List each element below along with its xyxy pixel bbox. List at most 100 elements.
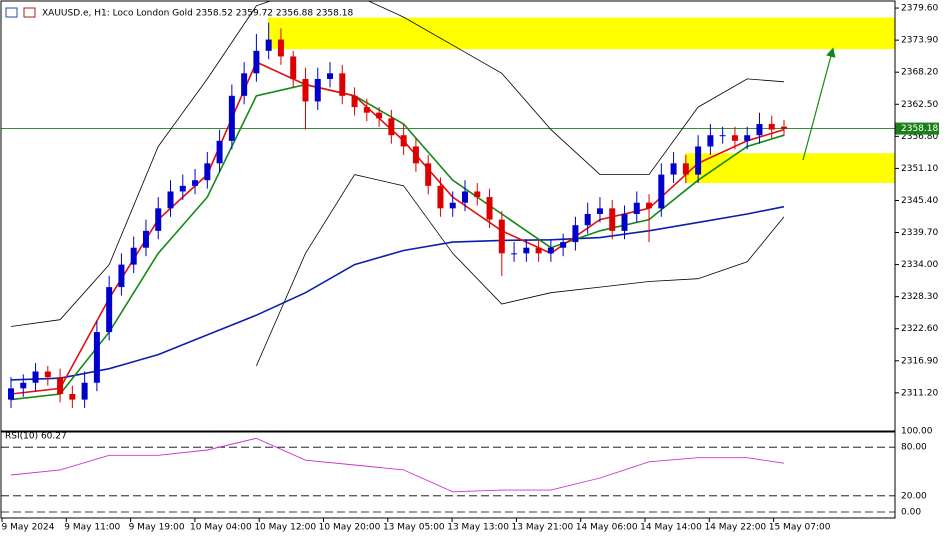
zones <box>268 17 895 184</box>
candle-body <box>351 95 358 108</box>
candle-body <box>695 146 702 175</box>
candle-body <box>719 135 726 137</box>
y-tick-label: 2311.20 <box>901 388 938 398</box>
candle-body <box>241 73 248 96</box>
candle-body <box>69 393 76 400</box>
candle-body <box>523 247 530 254</box>
y-tick-label: 2351.10 <box>901 164 938 174</box>
candle-body <box>130 247 137 265</box>
y-tick-label: 2345.40 <box>901 196 938 206</box>
price-tag <box>895 122 939 135</box>
candle-body <box>682 163 689 175</box>
y-tick-label: 2379.60 <box>901 4 938 14</box>
candle-body <box>376 112 383 119</box>
main-frame <box>0 0 896 432</box>
y-tick-label: 2334.00 <box>901 260 938 270</box>
candle-body <box>118 264 125 288</box>
x-tick-label: 10 May 20:00 <box>319 523 381 533</box>
candle-body <box>388 118 395 136</box>
rsi-line <box>10 437 785 493</box>
candle-body <box>167 191 174 209</box>
rsi-tick-label: 80.00 <box>901 443 927 453</box>
rsi-label: RSI(10) 60.27 <box>5 432 67 442</box>
x-tick-label: 9 May 11:00 <box>64 523 120 533</box>
candle-body <box>609 208 616 231</box>
rsi-panel: 100.00 80.00 20.00 0.00 <box>1 427 933 518</box>
x-tick-label: 9 May 19:00 <box>129 523 185 533</box>
x-tick-label: 13 May 05:00 <box>383 523 445 533</box>
candle-body <box>32 371 39 383</box>
rsi-tick-label: 20.00 <box>901 491 927 501</box>
y-tick-label: 2339.70 <box>901 228 938 238</box>
candle-body <box>596 208 603 214</box>
axis-ticks: 2379.60 2373.90 2368.20 2362.50 2356.80 2351.… <box>1 4 939 533</box>
candle-body <box>498 219 505 254</box>
zone <box>268 17 895 50</box>
candle-body <box>290 56 297 79</box>
candle-body <box>425 163 432 186</box>
candle-body <box>437 185 444 209</box>
candle-body <box>461 191 468 203</box>
x-tick-label: 14 May 14:00 <box>640 523 702 533</box>
candle-body <box>560 242 567 248</box>
candle-body <box>584 213 591 226</box>
candle-body <box>707 135 714 147</box>
rsi-tick-label: 100.00 <box>901 427 933 437</box>
candle-body <box>731 135 738 141</box>
candle-body <box>400 135 407 147</box>
rsi-tick-label: 0.00 <box>901 508 921 518</box>
header: XAUUSD.e, H1: Loco London Gold 2358.52 2… <box>42 9 353 19</box>
x-tick-label: 13 May 21:00 <box>512 523 574 533</box>
indicator-line <box>256 174 785 367</box>
y-tick-label: 2316.90 <box>901 356 938 366</box>
candle-body <box>93 332 100 383</box>
candle-body <box>302 78 309 102</box>
y-tick-label: 2322.60 <box>901 324 938 334</box>
y-tick-label: 2362.50 <box>901 100 938 110</box>
y-tick-label: 2356.80 <box>901 132 938 142</box>
candle-body <box>670 163 677 175</box>
candle-body <box>192 180 199 186</box>
candle-body <box>179 185 186 192</box>
rsi-frame <box>0 431 896 519</box>
y-tick-label: 2373.90 <box>901 36 938 46</box>
indicator-line <box>10 1 785 327</box>
candle-body <box>474 191 481 198</box>
x-tick-label: 10 May 12:00 <box>254 523 316 533</box>
candle-body <box>339 73 346 96</box>
x-tick-label: 14 May 06:00 <box>576 523 638 533</box>
candle-body <box>486 197 493 220</box>
candle-body <box>633 202 640 214</box>
candle-body <box>106 287 113 333</box>
candle-body <box>547 247 554 254</box>
candle-body <box>768 123 775 130</box>
candle-body <box>253 50 260 74</box>
candle-body <box>20 382 27 389</box>
candle-body <box>216 140 223 164</box>
candle-body <box>265 39 272 51</box>
x-tick-label: 9 May 2024 <box>2 523 55 533</box>
icon <box>5 7 18 18</box>
candle-body <box>646 202 653 209</box>
candle-body <box>228 95 235 141</box>
x-tick-label: 10 May 04:00 <box>190 523 252 533</box>
candle-body <box>44 371 51 378</box>
candle-body <box>142 230 149 248</box>
window-icon <box>5 7 36 18</box>
candle-body <box>314 78 321 102</box>
candle-body <box>8 388 14 400</box>
x-tick-label: 13 May 13:00 <box>447 523 509 533</box>
price-tag-label: 2358.18 <box>901 124 938 134</box>
candle-body <box>155 208 162 231</box>
candle-body <box>535 247 542 254</box>
candle-body <box>412 146 419 164</box>
candle-body <box>756 123 763 136</box>
candle-body <box>511 253 518 255</box>
candle-body <box>363 107 370 113</box>
x-tick-label: 14 May 22:00 <box>704 523 766 533</box>
x-tick-label: 15 May 07:00 <box>769 523 831 533</box>
candle-body <box>327 73 334 79</box>
indicator-line <box>10 205 785 381</box>
